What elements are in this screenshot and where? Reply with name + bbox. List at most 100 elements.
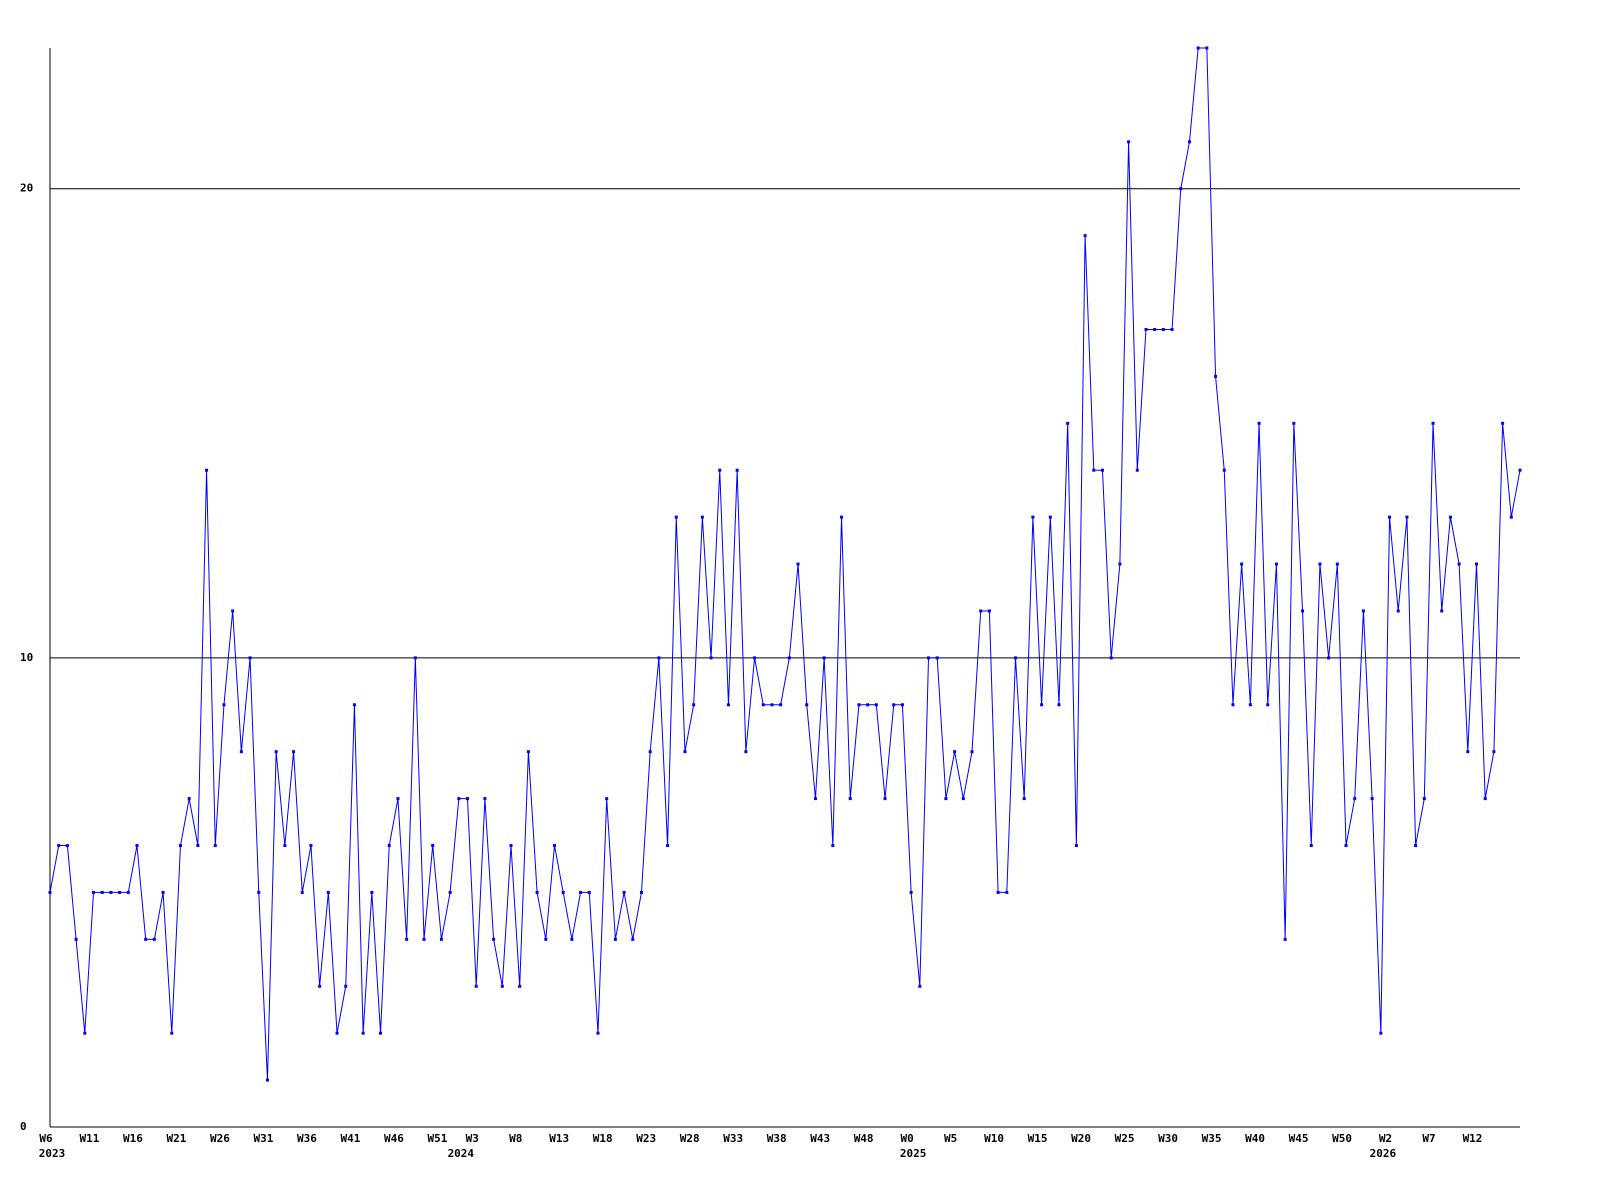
data-point [770, 703, 774, 707]
y-tick-label: 20 [20, 182, 33, 195]
data-point [509, 844, 513, 848]
data-point [1005, 890, 1009, 894]
data-point [961, 797, 965, 801]
data-point [1440, 609, 1444, 613]
data-point [1370, 797, 1374, 801]
data-point [1457, 562, 1461, 566]
data-point [405, 937, 409, 941]
data-point [822, 656, 826, 660]
x-tick-label: W36 [297, 1132, 317, 1145]
data-point [1501, 421, 1505, 425]
x-tick-label: W35 [1202, 1132, 1222, 1145]
x-tick-label: W40 [1245, 1132, 1265, 1145]
data-point [457, 797, 461, 801]
data-point [1448, 515, 1452, 519]
data-point [648, 750, 652, 754]
data-point [1431, 421, 1435, 425]
x-tick-label: W51 [427, 1132, 447, 1145]
data-point [57, 844, 61, 848]
x-tick-label: W12 [1463, 1132, 1483, 1145]
data-point [674, 515, 678, 519]
data-point [1422, 797, 1426, 801]
x-tick-label: W48 [854, 1132, 874, 1145]
data-point [83, 1031, 87, 1035]
data-point [1057, 703, 1061, 707]
data-point [1283, 937, 1287, 941]
x-tick-label: W13 [549, 1132, 569, 1145]
y-tick-label: 0 [20, 1120, 27, 1133]
data-point [1318, 562, 1322, 566]
x-tick-label: W20 [1071, 1132, 1091, 1145]
data-point [909, 890, 913, 894]
data-point [1353, 797, 1357, 801]
x-year-label: 2023 [39, 1147, 66, 1160]
data-point [326, 890, 330, 894]
data-point [1335, 562, 1339, 566]
data-point [379, 1031, 383, 1035]
x-tick-label: W33 [723, 1132, 743, 1145]
data-point [1379, 1031, 1383, 1035]
data-point [587, 890, 591, 894]
data-point [1214, 374, 1218, 378]
x-tick-label: W2 [1379, 1132, 1392, 1145]
x-tick-label: W43 [810, 1132, 830, 1145]
x-tick-label: W0 [900, 1132, 913, 1145]
data-point [387, 844, 391, 848]
data-point [500, 984, 504, 988]
data-point [1135, 468, 1139, 472]
data-point [248, 656, 252, 660]
data-point [1518, 468, 1522, 472]
data-point [918, 984, 922, 988]
data-point [265, 1078, 269, 1082]
x-year-label: 2024 [448, 1147, 475, 1160]
data-point [335, 1031, 339, 1035]
data-point [1266, 703, 1270, 707]
x-year-label: 2025 [900, 1147, 927, 1160]
x-tick-label: W26 [210, 1132, 230, 1145]
data-point [91, 890, 95, 894]
data-point [187, 797, 191, 801]
data-point [100, 890, 104, 894]
data-point [639, 890, 643, 894]
x-tick-label: W7 [1422, 1132, 1435, 1145]
data-point [579, 890, 583, 894]
data-point [900, 703, 904, 707]
data-point [1405, 515, 1409, 519]
data-point [927, 656, 931, 660]
data-point [666, 844, 670, 848]
data-point [761, 703, 765, 707]
data-point [1240, 562, 1244, 566]
data-point [239, 750, 243, 754]
x-tick-label: W25 [1115, 1132, 1135, 1145]
data-point [744, 750, 748, 754]
data-point [396, 797, 400, 801]
data-point [161, 890, 165, 894]
x-tick-label: W18 [593, 1132, 613, 1145]
data-point [1301, 609, 1305, 613]
x-tick-label: W21 [167, 1132, 187, 1145]
x-tick-label: W23 [636, 1132, 656, 1145]
data-point [1292, 421, 1296, 425]
x-tick-label: W11 [80, 1132, 100, 1145]
data-point [1031, 515, 1035, 519]
x-year-label: 2026 [1370, 1147, 1397, 1160]
data-point [883, 797, 887, 801]
data-point [1014, 656, 1018, 660]
data-point [300, 890, 304, 894]
data-point [1153, 327, 1157, 331]
data-point [1074, 844, 1078, 848]
data-point [718, 468, 722, 472]
data-point [840, 515, 844, 519]
data-point [1344, 844, 1348, 848]
data-point [1492, 750, 1496, 754]
x-tick-label: W31 [254, 1132, 274, 1145]
data-point [318, 984, 322, 988]
data-point [1222, 468, 1226, 472]
data-point [953, 750, 957, 754]
data-point [787, 656, 791, 660]
x-tick-label: W16 [123, 1132, 143, 1145]
data-point [344, 984, 348, 988]
data-point [448, 890, 452, 894]
data-point [987, 609, 991, 613]
data-point [74, 937, 78, 941]
